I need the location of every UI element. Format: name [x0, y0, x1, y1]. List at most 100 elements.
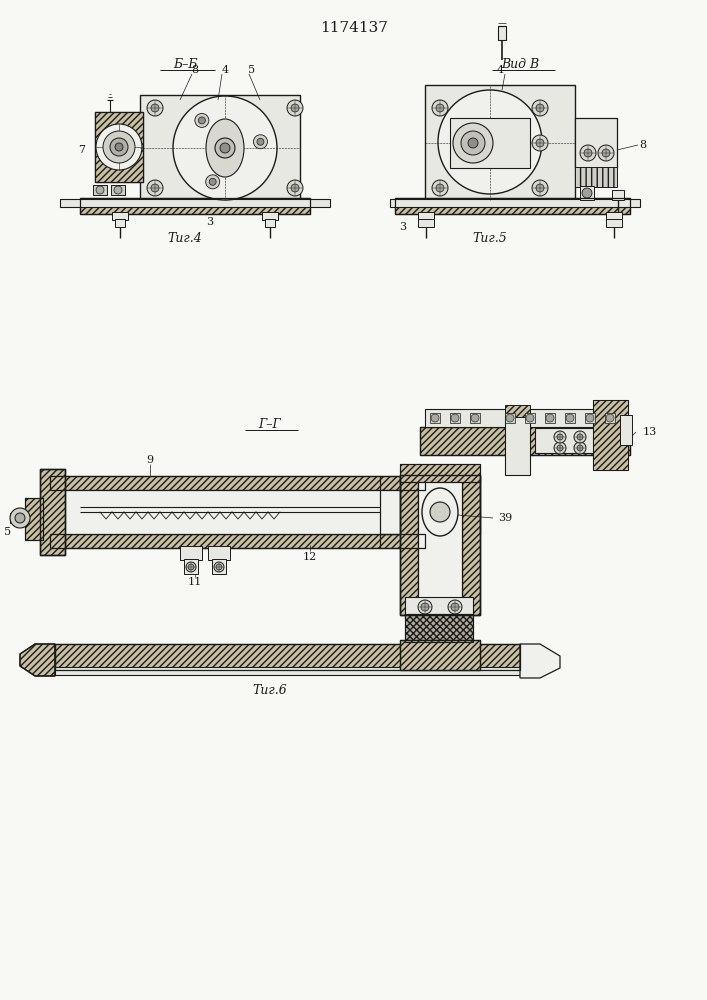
Circle shape: [532, 100, 548, 116]
Circle shape: [110, 138, 128, 156]
Bar: [425, 85, 575, 200]
Bar: [418, 219, 434, 227]
Bar: [400, 475, 418, 615]
Text: Б–Б: Б–Б: [173, 58, 197, 72]
Bar: [400, 464, 480, 482]
Bar: [395, 198, 630, 214]
Circle shape: [195, 113, 209, 127]
Circle shape: [461, 131, 485, 155]
Text: 4: 4: [221, 65, 228, 75]
Text: 12: 12: [303, 552, 317, 562]
Bar: [405, 614, 473, 642]
Bar: [580, 186, 594, 200]
Bar: [612, 190, 624, 200]
Text: 8: 8: [639, 140, 647, 150]
Circle shape: [96, 186, 104, 194]
Bar: [545, 413, 555, 423]
Circle shape: [566, 414, 574, 422]
Bar: [65, 490, 410, 534]
Bar: [470, 413, 480, 423]
Circle shape: [186, 562, 196, 572]
Circle shape: [451, 603, 459, 611]
Bar: [498, 26, 506, 40]
Bar: [405, 597, 473, 617]
Circle shape: [451, 414, 459, 422]
Circle shape: [114, 186, 122, 194]
Circle shape: [215, 138, 235, 158]
Circle shape: [436, 184, 444, 192]
Bar: [462, 475, 480, 615]
Circle shape: [188, 564, 194, 570]
Circle shape: [557, 445, 563, 451]
Circle shape: [253, 135, 267, 149]
Circle shape: [287, 180, 303, 196]
Circle shape: [448, 600, 462, 614]
Circle shape: [536, 139, 544, 147]
Bar: [60, 199, 330, 207]
Circle shape: [468, 138, 478, 148]
Circle shape: [582, 188, 592, 198]
Circle shape: [546, 414, 554, 422]
Text: 11: 11: [188, 577, 202, 587]
Circle shape: [147, 180, 163, 196]
Bar: [400, 475, 418, 615]
Bar: [111, 185, 125, 195]
Bar: [55, 644, 520, 670]
Circle shape: [418, 600, 432, 614]
Bar: [50, 476, 425, 490]
Bar: [80, 198, 310, 214]
Polygon shape: [20, 644, 55, 676]
Circle shape: [431, 414, 439, 422]
Circle shape: [291, 104, 299, 112]
Bar: [525, 413, 535, 423]
Bar: [50, 534, 425, 548]
Bar: [184, 559, 198, 574]
Bar: [180, 546, 202, 560]
Bar: [605, 413, 615, 423]
Circle shape: [602, 149, 610, 157]
Bar: [50, 534, 425, 548]
Circle shape: [438, 90, 542, 194]
Bar: [450, 118, 530, 168]
Bar: [262, 212, 278, 220]
Text: 13: 13: [643, 427, 658, 437]
Text: Τиг.4: Τиг.4: [168, 232, 202, 244]
Bar: [25, 498, 43, 540]
Ellipse shape: [206, 119, 244, 177]
Bar: [575, 118, 617, 168]
Circle shape: [206, 175, 220, 189]
Bar: [450, 413, 460, 423]
Text: 8: 8: [192, 65, 199, 75]
Bar: [112, 212, 128, 220]
Bar: [40, 469, 65, 555]
Circle shape: [151, 104, 159, 112]
Bar: [395, 198, 630, 214]
Circle shape: [584, 149, 592, 157]
Text: 5: 5: [248, 65, 255, 75]
Text: 1174137: 1174137: [320, 21, 388, 35]
Bar: [405, 614, 473, 642]
Circle shape: [557, 434, 563, 440]
Circle shape: [103, 131, 135, 163]
Circle shape: [220, 143, 230, 153]
Bar: [425, 409, 625, 427]
Bar: [10, 513, 28, 523]
Bar: [80, 198, 310, 214]
Bar: [620, 415, 632, 445]
Circle shape: [536, 104, 544, 112]
Circle shape: [173, 96, 277, 200]
Circle shape: [532, 180, 548, 196]
Text: Τиг.6: Τиг.6: [252, 684, 287, 696]
Bar: [418, 212, 434, 220]
Text: Τиг.5: Τиг.5: [472, 232, 508, 244]
Circle shape: [580, 145, 596, 161]
Text: 39: 39: [498, 513, 513, 523]
Bar: [420, 427, 630, 455]
Bar: [606, 212, 622, 220]
Circle shape: [151, 184, 159, 192]
Bar: [400, 640, 480, 670]
Bar: [93, 185, 107, 195]
Circle shape: [586, 414, 594, 422]
Bar: [505, 415, 530, 475]
Circle shape: [291, 184, 299, 192]
